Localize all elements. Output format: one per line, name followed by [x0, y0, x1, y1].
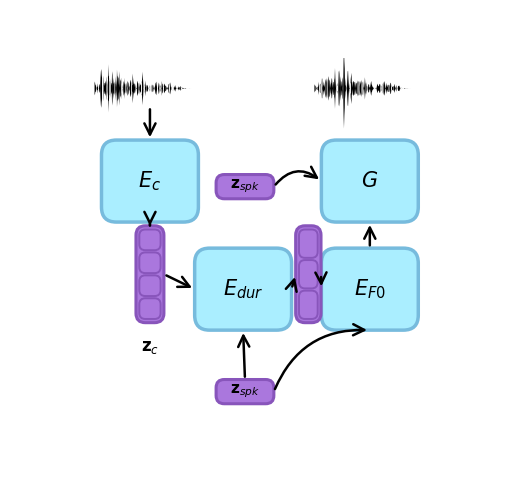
- FancyBboxPatch shape: [321, 140, 418, 222]
- Text: $\mathbf{z}_{spk}$: $\mathbf{z}_{spk}$: [230, 178, 260, 196]
- FancyBboxPatch shape: [136, 226, 164, 323]
- Text: $E_{F0}$: $E_{F0}$: [354, 277, 386, 301]
- FancyBboxPatch shape: [299, 290, 318, 319]
- FancyBboxPatch shape: [139, 229, 161, 250]
- Text: $E_c$: $E_c$: [138, 169, 162, 193]
- Text: $\mathbf{z}_{spk}$: $\mathbf{z}_{spk}$: [230, 383, 260, 400]
- FancyBboxPatch shape: [299, 229, 318, 258]
- FancyBboxPatch shape: [216, 379, 274, 404]
- FancyBboxPatch shape: [139, 275, 161, 296]
- Text: $G$: $G$: [361, 171, 378, 191]
- FancyBboxPatch shape: [299, 260, 318, 288]
- FancyBboxPatch shape: [216, 175, 274, 199]
- FancyBboxPatch shape: [139, 253, 161, 273]
- FancyBboxPatch shape: [296, 226, 321, 323]
- Text: $E_{dur}$: $E_{dur}$: [223, 277, 263, 301]
- FancyBboxPatch shape: [195, 248, 292, 330]
- Text: $\mathbf{z}_c$: $\mathbf{z}_c$: [141, 338, 159, 356]
- FancyBboxPatch shape: [139, 298, 161, 319]
- FancyBboxPatch shape: [102, 140, 198, 222]
- FancyBboxPatch shape: [321, 248, 418, 330]
